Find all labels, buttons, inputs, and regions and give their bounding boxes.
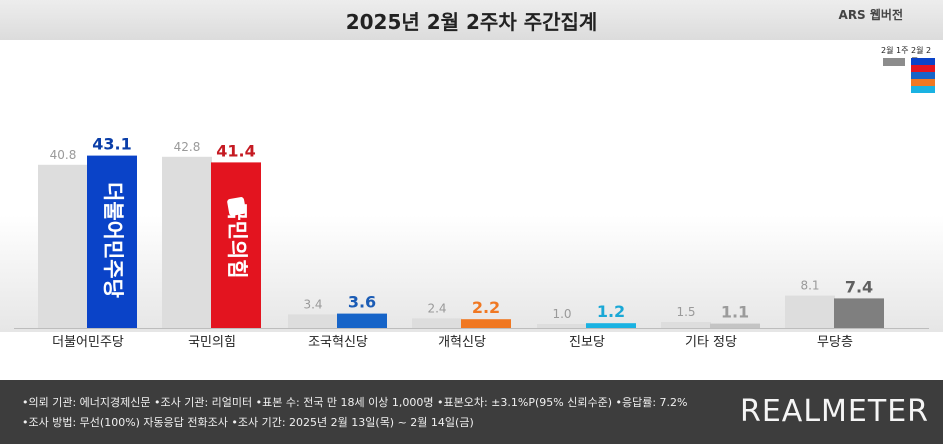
footer: •의뢰 기관: 에너지경제신문 •조사 기관: 리얼미터 •표본 수: 전국 만…: [0, 380, 943, 444]
legend-swatch-curr-5: [911, 86, 935, 93]
category-label-4: 개혁신당: [438, 335, 486, 350]
legend-swatch-curr-4: [911, 79, 935, 86]
survey-info-line-1: •의뢰 기관: 에너지경제신문 •조사 기관: 리얼미터 •표본 수: 전국 만…: [22, 396, 688, 409]
header-bar: 2025년 2월 2주차 주간집계 ARS 웹버전: [0, 0, 943, 40]
bar-curr-1: [87, 155, 137, 328]
bar-prev-1: [38, 164, 88, 328]
bar-curr-5: [586, 323, 636, 328]
value-label-curr-2: 41.4: [216, 141, 255, 160]
value-label-prev-6: 1.5: [676, 305, 695, 319]
realmeter-logo: REALMETER: [740, 394, 929, 429]
value-label-curr-6: 1.1: [721, 303, 749, 322]
survey-info-line-2: •조사 방법: 무선(100%) 자동응답 전화조사 •조사 기간: 2025년…: [22, 416, 474, 429]
value-label-curr-1: 43.1: [92, 135, 131, 154]
bar-prev-2: [162, 156, 212, 328]
value-label-curr-4: 2.2: [472, 298, 500, 317]
bar-prev-3: [288, 314, 338, 328]
bar-curr-4: [461, 319, 511, 328]
bar-chart: 40.8 43.1 더불어민주당 42.8 41.4 국민의힘 3.4 3.6 조국혁신당 2.4…: [14, 135, 929, 350]
category-label-2: 국민의힘: [188, 335, 236, 350]
bar-curr-3: [337, 313, 387, 328]
category-label-7: 무당층: [817, 335, 853, 350]
legend-swatch-curr-2: [911, 65, 935, 72]
value-label-prev-2: 42.8: [174, 140, 201, 154]
party-mark-1: 더불어민주당: [101, 182, 125, 298]
category-label-6: 기타 정당: [685, 335, 737, 350]
category-label-5: 진보당: [569, 335, 605, 350]
value-label-curr-5: 1.2: [597, 302, 625, 321]
legend-swatch-curr-1: [911, 58, 935, 65]
value-label-prev-7: 8.1: [800, 279, 819, 293]
category-label-3: 조국혁신당: [308, 335, 368, 350]
legend-swatch-prev: [883, 58, 905, 66]
legend-swatch-curr-3: [911, 72, 935, 79]
bar-prev-5: [537, 324, 587, 328]
bar-prev-7: [785, 295, 835, 328]
bar-prev-4: [412, 318, 462, 328]
plot-area: [0, 40, 943, 332]
value-label-prev-4: 2.4: [427, 301, 446, 315]
value-label-prev-5: 1.0: [552, 307, 571, 321]
bar-curr-2: [211, 162, 261, 328]
survey-type-tag: ARS 웹버전: [838, 8, 903, 22]
value-label-curr-7: 7.4: [845, 277, 873, 296]
bar-curr-6: [710, 323, 760, 328]
bar-prev-6: [661, 322, 711, 328]
legend-label-prev: 2월 1주: [881, 46, 909, 55]
bar-curr-7: [834, 298, 884, 328]
value-label-prev-1: 40.8: [50, 148, 77, 162]
category-label-1: 더불어민주당: [52, 335, 124, 350]
party-logo-mark: [227, 197, 246, 216]
value-label-prev-3: 3.4: [303, 297, 322, 311]
value-label-curr-3: 3.6: [348, 293, 376, 312]
legend: 2월 1주 2월 2주: [875, 44, 937, 93]
chart-title: 2025년 2월 2주차 주간집계: [345, 10, 598, 34]
